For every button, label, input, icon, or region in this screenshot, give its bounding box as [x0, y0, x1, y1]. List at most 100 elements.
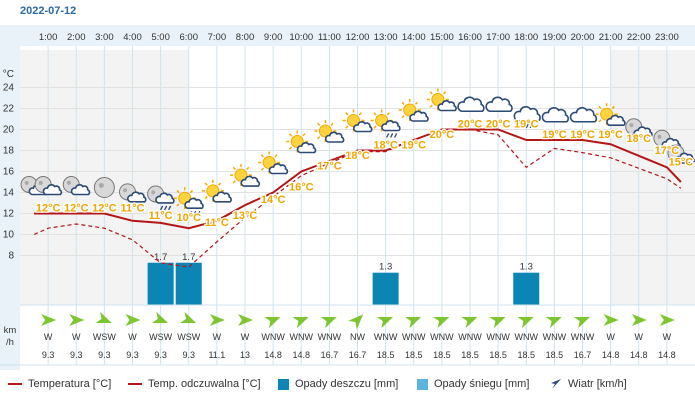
- wind-direction-label: WNW: [486, 332, 510, 342]
- y-tick-label: 10: [3, 230, 15, 241]
- wind-direction-label: W: [213, 332, 222, 342]
- wind-direction-label: W: [663, 332, 672, 342]
- legend-rain-swatch: [278, 378, 289, 390]
- daylight-band: [188, 50, 611, 305]
- wind-direction-label: WSW: [177, 332, 200, 342]
- legend-feels-like: Temp. odczuwalna [°C]: [128, 378, 261, 390]
- y-axis-band: [0, 46, 20, 370]
- legend-temperature-label: Temperatura [°C]: [28, 378, 112, 390]
- legend: Temperatura [°C] Temp. odczuwalna [°C] O…: [0, 370, 695, 400]
- wind-direction-label: WNW: [458, 332, 482, 342]
- partly-cloudy-day-icon: [342, 109, 373, 133]
- wind-direction-label: WNW: [543, 332, 567, 342]
- wind-direction-label: W: [606, 332, 615, 342]
- hour-label: 23:00: [655, 32, 679, 43]
- rain-bar: [513, 272, 540, 305]
- wind-speed-label: 14.8: [292, 350, 310, 360]
- hour-label: 17:00: [486, 32, 510, 43]
- temp-label: 20°C: [486, 119, 511, 131]
- wind-direction-label: WNW: [571, 332, 595, 342]
- y-tick-label: 18: [3, 146, 15, 157]
- partly-cloudy-day-icon: [398, 99, 429, 122]
- temp-label: 12°C: [36, 203, 61, 215]
- temp-label: 19°C: [514, 119, 539, 131]
- hour-label: 20:00: [571, 32, 595, 43]
- hour-label: 2:00: [67, 32, 86, 43]
- temp-label: 19°C: [542, 129, 567, 141]
- temp-label: 18°C: [345, 150, 370, 162]
- wind-speed-label: 18.5: [517, 350, 535, 360]
- wind-direction-label: W: [635, 332, 644, 342]
- rain-day-icon: [370, 109, 401, 138]
- temp-label: 17°C: [317, 161, 342, 173]
- wind-direction-label: NW: [350, 332, 365, 342]
- wind-speed-label: 9.3: [154, 350, 167, 360]
- wind-arrow-icon: [433, 317, 450, 329]
- temp-label: 20°C: [430, 129, 455, 141]
- temp-label: 18°C: [373, 140, 398, 152]
- temp-label: 12°C: [64, 203, 89, 215]
- y-tick-label: 8: [8, 251, 14, 262]
- temp-label: 11°C: [205, 217, 229, 229]
- rain-night-icon: [147, 185, 175, 211]
- hour-label: 19:00: [542, 32, 566, 43]
- wind-arrow-icon: [69, 314, 85, 326]
- wind-speed-label: 16.7: [574, 350, 592, 360]
- wind-speed-label: 9.3: [70, 350, 83, 360]
- clear-night-icon: [93, 177, 115, 198]
- wind-speed-label: 18.5: [461, 350, 479, 360]
- forecast-svg: 1:00 2:00 3:00 4:00 5:00 6:00 7:00 8:00 9:00 10:0…: [0, 25, 695, 370]
- temp-label: 12°C: [92, 203, 117, 215]
- hour-label: 5:00: [151, 32, 170, 43]
- wind-speed-label: 18.5: [546, 350, 564, 360]
- hour-label: 12:00: [346, 32, 370, 43]
- legend-rain-label: Opady deszczu [mm]: [295, 378, 399, 390]
- legend-feels-like-label: Temp. odczuwalna [°C]: [148, 378, 261, 390]
- hour-label: 4:00: [123, 32, 142, 43]
- wind-arrow-icon: [405, 317, 422, 329]
- legend-rain: Opady deszczu [mm]: [278, 378, 398, 390]
- wind-arrow-icon: [264, 317, 281, 329]
- wind-direction-label: WNW: [318, 332, 342, 342]
- wind-direction-label: WNW: [430, 332, 454, 342]
- wind-speed-label: 16.7: [349, 350, 367, 360]
- hour-label: 21:00: [599, 32, 623, 43]
- partly-cloudy-day-icon: [314, 120, 345, 143]
- feels-like-line: [33, 128, 682, 268]
- partly-cloudy-day-icon: [258, 151, 289, 175]
- wind-speed-label: 18.5: [433, 350, 451, 360]
- legend-snow-swatch: [417, 378, 428, 390]
- partly-cloudy-night-icon: [62, 176, 91, 196]
- temp-label: 11°C: [149, 210, 173, 222]
- wind-arrow-icon: [41, 314, 57, 326]
- hour-label: 13:00: [374, 32, 398, 43]
- rain-bar: [175, 262, 202, 305]
- wind-speed-label: 14.8: [264, 350, 282, 360]
- hour-label: 1:00: [39, 32, 58, 43]
- y-tick-label: 12: [3, 209, 15, 220]
- wind-unit-label: km: [4, 325, 17, 336]
- legend-feels-like-swatch: [128, 383, 142, 385]
- partly-cloudy-night-icon: [34, 176, 63, 196]
- wind-direction-label: WNW: [402, 332, 426, 342]
- temp-label: 11°C: [121, 203, 145, 215]
- wind-speed-label: 18.5: [377, 350, 395, 360]
- hour-label: 9:00: [264, 32, 283, 43]
- temp-label: 19°C: [598, 129, 623, 141]
- wind-arrow-icon: [238, 314, 253, 326]
- wind-speed-label: 9.3: [98, 350, 111, 360]
- partly-cloudy-day-icon: [201, 179, 232, 203]
- rain-bar-label: 1.3: [379, 262, 392, 273]
- rain-bar: [147, 262, 174, 305]
- temp-label: 15°C: [669, 156, 694, 168]
- hour-label: 8:00: [236, 32, 255, 43]
- partly-cloudy-day-icon: [595, 103, 626, 126]
- wind-speed-label: 9.3: [42, 350, 55, 360]
- wind-unit-label: /h: [6, 337, 14, 348]
- wind-speed-label: 13: [240, 350, 250, 360]
- rain-bar: [372, 272, 399, 305]
- wind-arrow-icon: [573, 317, 590, 329]
- rain-bar-label: 1.7: [154, 252, 167, 263]
- hour-label: 7:00: [208, 32, 227, 43]
